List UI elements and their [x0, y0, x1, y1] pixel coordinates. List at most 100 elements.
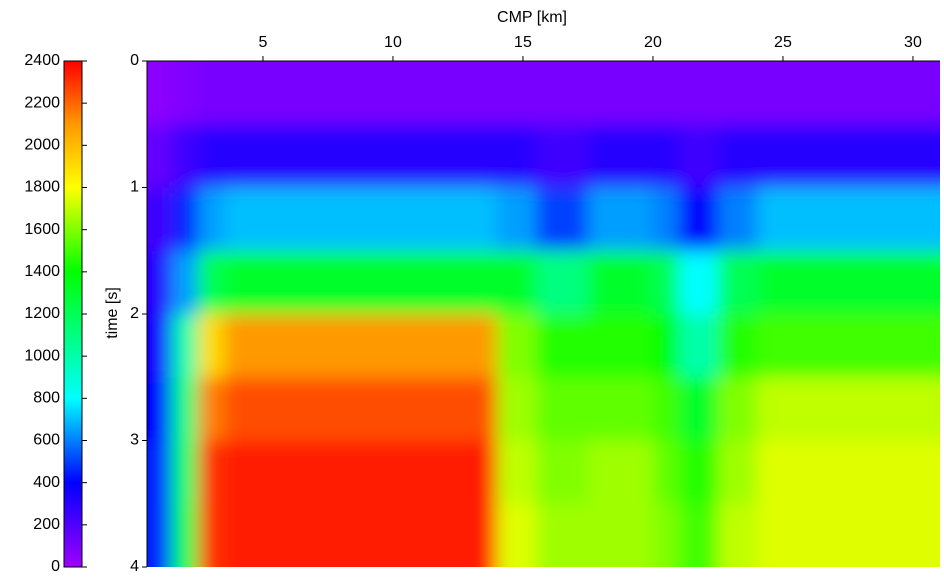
cell — [496, 440, 537, 505]
cell — [470, 124, 498, 188]
cell — [314, 124, 368, 188]
cell — [366, 187, 420, 252]
cell — [171, 377, 199, 441]
colorbar-tick-label: 200 — [33, 516, 60, 533]
cell — [223, 314, 264, 378]
cell — [171, 314, 199, 378]
cell — [223, 503, 264, 567]
cell — [587, 314, 654, 378]
cell — [197, 61, 225, 125]
cell — [652, 503, 680, 567]
cell — [587, 61, 654, 125]
cell — [262, 250, 316, 315]
cell — [366, 250, 420, 315]
cell — [535, 250, 589, 315]
cell — [197, 377, 225, 441]
cell — [678, 61, 719, 125]
cell — [470, 314, 498, 378]
cell — [418, 503, 472, 567]
cell — [262, 61, 316, 125]
colorbar-tick-label: 1800 — [24, 179, 60, 196]
cell — [678, 314, 719, 378]
y-tick-label: 3 — [130, 432, 139, 449]
cell — [587, 124, 654, 188]
cell — [147, 314, 173, 378]
y-tick-label: 4 — [130, 558, 139, 575]
cell — [678, 503, 719, 567]
cell — [756, 503, 940, 567]
cell — [678, 377, 719, 441]
cell — [756, 314, 940, 378]
cell — [496, 61, 537, 125]
cell — [223, 61, 264, 125]
cell — [652, 61, 680, 125]
cell — [756, 377, 940, 441]
cell — [262, 440, 316, 505]
cell — [314, 503, 368, 567]
cell — [717, 440, 758, 505]
cell — [652, 250, 680, 315]
cell — [496, 187, 537, 252]
cell — [171, 61, 199, 125]
cell — [366, 124, 420, 188]
cell — [717, 61, 758, 125]
cell — [717, 187, 758, 252]
cell — [418, 314, 472, 378]
cell — [366, 440, 420, 505]
cell — [535, 503, 589, 567]
cell — [535, 124, 589, 188]
cell — [418, 377, 472, 441]
cell — [535, 187, 589, 252]
cell — [418, 124, 472, 188]
cell — [756, 250, 940, 315]
cell — [171, 440, 199, 505]
cell — [418, 61, 472, 125]
y-tick-label: 1 — [130, 179, 139, 196]
cell — [171, 187, 199, 252]
y-tick-label: 0 — [130, 52, 139, 69]
cell — [535, 377, 589, 441]
y-tick-label: 2 — [130, 305, 139, 322]
cell — [496, 124, 537, 188]
colorbar-tick-label: 600 — [33, 432, 60, 449]
cell — [717, 314, 758, 378]
cell — [717, 503, 758, 567]
colorbar-tick-label: 1200 — [24, 305, 60, 322]
cell — [756, 187, 940, 252]
cell — [171, 250, 199, 315]
cell — [223, 187, 264, 252]
cell — [470, 61, 498, 125]
cell — [314, 61, 368, 125]
x-tick-label: 15 — [514, 34, 532, 51]
cell — [678, 440, 719, 505]
cell — [587, 440, 654, 505]
cell — [223, 250, 264, 315]
colorbar-tick-label: 0 — [51, 558, 60, 575]
cell — [496, 250, 537, 315]
colorbar — [63, 60, 83, 568]
cell — [470, 187, 498, 252]
cell — [366, 377, 420, 441]
cell — [314, 440, 368, 505]
cell — [418, 250, 472, 315]
cell — [535, 440, 589, 505]
cell — [756, 124, 940, 188]
x-tick-label: 5 — [259, 34, 268, 51]
cell — [147, 440, 173, 505]
colorbar-tick-label: 800 — [33, 390, 60, 407]
cell — [535, 61, 589, 125]
cell — [496, 377, 537, 441]
cell — [314, 250, 368, 315]
cell — [678, 124, 719, 188]
cell — [470, 250, 498, 315]
cell — [171, 124, 199, 188]
cell — [171, 503, 199, 567]
cell — [223, 440, 264, 505]
colorbar-tick-label: 2400 — [24, 52, 60, 69]
cell — [197, 124, 225, 188]
cell — [314, 187, 368, 252]
cell — [678, 250, 719, 315]
cell — [262, 503, 316, 567]
colorbar-tick-label: 2200 — [24, 94, 60, 111]
